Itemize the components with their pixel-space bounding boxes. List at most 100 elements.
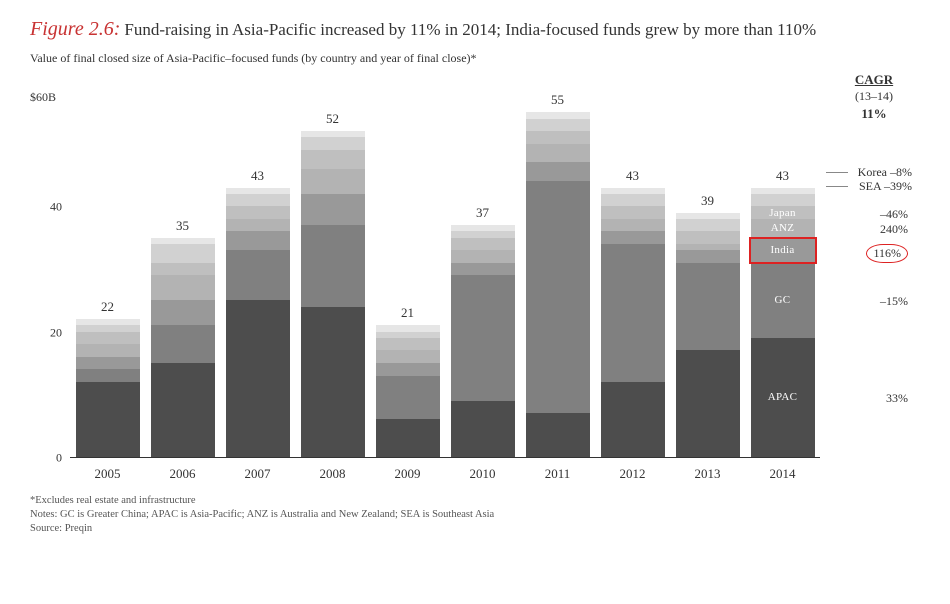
plot-area: 22354352213755433943APACGCIndiaANZJapan … bbox=[70, 82, 820, 458]
segment-anz bbox=[151, 275, 215, 300]
cagr-total: 11% bbox=[828, 106, 920, 122]
segment-gc bbox=[301, 225, 365, 306]
bar-stack bbox=[526, 112, 590, 457]
segment-japan bbox=[151, 263, 215, 276]
bar-total-label: 43 bbox=[626, 168, 639, 184]
segment-japan bbox=[676, 231, 740, 244]
cagr-row-apac: 33% bbox=[886, 391, 908, 406]
segment-japan bbox=[301, 150, 365, 169]
segment-anz bbox=[226, 219, 290, 232]
segment-india bbox=[451, 263, 515, 276]
x-label-2014: 2014 bbox=[751, 466, 815, 482]
bar-stack bbox=[451, 225, 515, 457]
bars-group: 22354352213755433943APACGCIndiaANZJapan bbox=[70, 82, 820, 457]
segment-sea bbox=[151, 244, 215, 263]
cagr-row-korea: Korea –8% bbox=[858, 165, 912, 180]
leader-line bbox=[826, 172, 848, 174]
segment-sea bbox=[601, 194, 665, 207]
segment-apac bbox=[76, 382, 140, 457]
segment-anz bbox=[76, 344, 140, 357]
bar-total-label: 35 bbox=[176, 218, 189, 234]
x-label-2007: 2007 bbox=[226, 466, 290, 482]
segment-gc bbox=[76, 369, 140, 382]
segment-apac bbox=[676, 350, 740, 457]
bar-2014: 43APACGCIndiaANZJapan bbox=[751, 168, 815, 457]
bar-total-label: 37 bbox=[476, 205, 489, 221]
bar-2009: 21 bbox=[376, 305, 440, 457]
segment-japan bbox=[376, 338, 440, 351]
bar-2008: 52 bbox=[301, 111, 365, 457]
figure-container: Figure 2.6: Fund-raising in Asia-Pacific… bbox=[0, 0, 950, 604]
bar-total-label: 55 bbox=[551, 92, 564, 108]
bar-2011: 55 bbox=[526, 92, 590, 457]
segment-label-apac: APAC bbox=[768, 391, 798, 403]
bar-2013: 39 bbox=[676, 193, 740, 457]
segment-gc bbox=[526, 181, 590, 413]
footnote-1: *Excludes real estate and infrastructure bbox=[30, 494, 920, 508]
segment-anz bbox=[451, 250, 515, 263]
x-label-2013: 2013 bbox=[676, 466, 740, 482]
x-label-2008: 2008 bbox=[301, 466, 365, 482]
bar-2010: 37 bbox=[451, 205, 515, 457]
segment-anz bbox=[526, 144, 590, 163]
segment-apac bbox=[226, 300, 290, 457]
cagr-column: CAGR (13–14) 11% bbox=[828, 72, 920, 122]
figure-heading: Figure 2.6: Fund-raising in Asia-Pacific… bbox=[30, 18, 920, 41]
segment-japan bbox=[451, 238, 515, 251]
figure-title: Fund-raising in Asia-Pacific increased b… bbox=[124, 20, 816, 39]
cagr-period: (13–14) bbox=[828, 89, 920, 104]
cagr-row-anz: 240% bbox=[880, 222, 908, 237]
x-label-2012: 2012 bbox=[601, 466, 665, 482]
segment-japan bbox=[76, 332, 140, 345]
x-label-2010: 2010 bbox=[451, 466, 515, 482]
bar-total-label: 43 bbox=[776, 168, 789, 184]
bar-2012: 43 bbox=[601, 168, 665, 457]
y-tick: 40 bbox=[50, 200, 62, 215]
x-label-2005: 2005 bbox=[76, 466, 140, 482]
segment-gc bbox=[451, 275, 515, 400]
y-axis-label: $60B bbox=[30, 90, 56, 105]
bar-total-label: 52 bbox=[326, 111, 339, 127]
bar-stack bbox=[676, 213, 740, 457]
bar-stack bbox=[601, 188, 665, 457]
footnote-3: Source: Preqin bbox=[30, 522, 920, 536]
segment-gc bbox=[601, 244, 665, 382]
bar-stack bbox=[76, 319, 140, 457]
segment-apac bbox=[376, 419, 440, 457]
segment-sea bbox=[301, 137, 365, 150]
segment-label-japan: Japan bbox=[769, 207, 796, 219]
segment-india bbox=[376, 363, 440, 376]
segment-anz bbox=[376, 350, 440, 363]
bar-stack bbox=[376, 325, 440, 457]
segment-gc bbox=[676, 263, 740, 351]
x-label-2009: 2009 bbox=[376, 466, 440, 482]
segment-india bbox=[226, 231, 290, 250]
cagr-row-india: 116% bbox=[866, 244, 908, 263]
segment-india bbox=[76, 357, 140, 370]
segment-apac bbox=[526, 413, 590, 457]
segment-sea bbox=[226, 194, 290, 207]
segment-india bbox=[601, 231, 665, 244]
segment-japan bbox=[226, 206, 290, 219]
cagr-row-japan: –46% bbox=[880, 207, 908, 222]
x-axis-labels: 2005200620072008200920102011201220132014 bbox=[70, 466, 820, 482]
segment-sea bbox=[751, 194, 815, 207]
footnotes: *Excludes real estate and infrastructure… bbox=[30, 494, 920, 537]
figure-subtitle: Value of final closed size of Asia-Pacif… bbox=[30, 51, 920, 66]
segment-label-gc: GC bbox=[775, 294, 791, 306]
segment-sea bbox=[676, 219, 740, 232]
segment-india bbox=[676, 250, 740, 263]
segment-gc bbox=[151, 325, 215, 363]
y-tick: 20 bbox=[50, 325, 62, 340]
segment-apac bbox=[601, 382, 665, 457]
bar-2007: 43 bbox=[226, 168, 290, 457]
bar-stack: APACGCIndiaANZJapan bbox=[751, 188, 815, 457]
segment-india bbox=[301, 194, 365, 225]
bar-2006: 35 bbox=[151, 218, 215, 457]
segment-gc bbox=[376, 376, 440, 420]
cagr-row-sea: SEA –39% bbox=[859, 179, 912, 194]
bar-total-label: 39 bbox=[701, 193, 714, 209]
chart-area: CAGR (13–14) 11% $60B 223543522137554339… bbox=[30, 72, 920, 482]
segment-gc bbox=[226, 250, 290, 300]
footnote-2: Notes: GC is Greater China; APAC is Asia… bbox=[30, 508, 920, 522]
